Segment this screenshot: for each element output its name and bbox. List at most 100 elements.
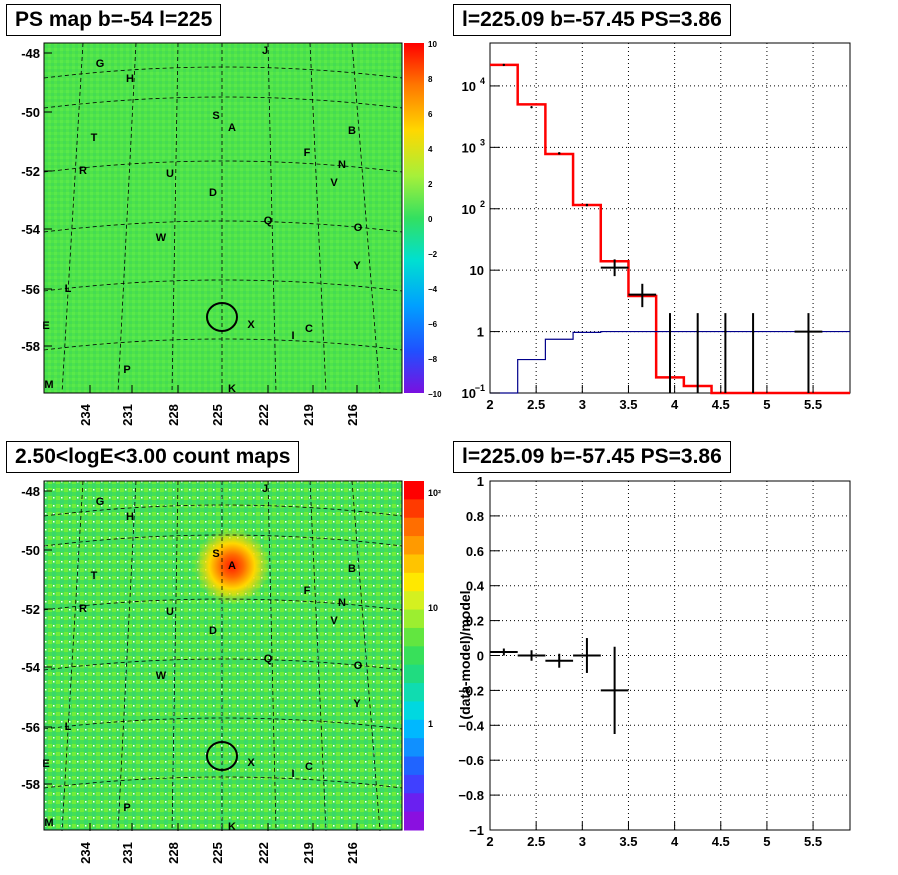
source-label: P — [123, 364, 130, 376]
source-label: I — [291, 768, 294, 780]
colorbar-band — [404, 793, 424, 813]
lat-tick-label: -48 — [21, 46, 40, 61]
residual-y-ticks: −1 −0.8 −0.6 −0.4 −0.2 0 0.2 0.4 0.6 0.8 1 — [458, 474, 500, 838]
y-tick-label: 10 — [462, 386, 476, 401]
source-circle — [206, 741, 238, 771]
source-label: E — [42, 758, 49, 770]
source-label: A — [228, 122, 236, 134]
source-label: D — [209, 187, 217, 199]
colorbar-band — [404, 738, 424, 758]
map-top-title: PS map b=-54 l=225 — [6, 4, 222, 36]
source-label: R — [79, 165, 87, 177]
lon-grid-line — [351, 42, 381, 394]
lon-grid-line — [61, 480, 84, 832]
source-label: M — [44, 379, 53, 391]
source-label: W — [156, 232, 167, 244]
map-bottom-lon-labels: 234 231 228 225 222 219 216 — [78, 823, 360, 864]
colorbar-tick-label: 10² — [428, 488, 441, 498]
y-tick-label: −0.6 — [458, 753, 484, 768]
source-label: C — [305, 761, 313, 773]
source-label: Y — [353, 260, 361, 272]
y-tick-label: 1 — [477, 325, 484, 340]
spectrum-title: l=225.09 b=-57.45 PS=3.86 — [453, 4, 731, 36]
map-bottom-hotspot — [194, 528, 270, 604]
lat-grid-line — [43, 279, 403, 292]
lat-grid-line — [43, 160, 403, 173]
source-label: N — [338, 159, 346, 171]
lat-tick-label: -48 — [21, 484, 40, 499]
x-tick-label: 2.5 — [527, 834, 545, 849]
lat-grid-line — [43, 220, 403, 233]
lon-grid-line — [117, 42, 137, 394]
source-label: L — [65, 721, 72, 733]
spectrum-marks — [490, 63, 850, 395]
source-label: V — [330, 615, 338, 627]
source-label: J — [262, 483, 268, 495]
lat-tick-label: -58 — [21, 777, 40, 792]
colorbar-band — [404, 536, 424, 555]
lon-grid-line — [171, 480, 179, 832]
source-label: K — [228, 383, 236, 395]
lon-grid-line — [117, 480, 137, 832]
source-label: R — [79, 603, 87, 615]
y-tick-label: 10 — [462, 79, 476, 94]
colorbar-band — [404, 774, 424, 794]
x-tick-label: 3.5 — [619, 834, 637, 849]
source-label: B — [348, 563, 356, 575]
lon-tick-label: 225 — [210, 842, 225, 864]
x-tick-label: 4 — [671, 834, 679, 849]
colorbar-tick-label: 2 — [428, 180, 433, 189]
data-point — [696, 330, 699, 333]
colorbar-tick-label: −10 — [428, 390, 442, 399]
colorbar-tick-label: 1 — [428, 719, 433, 729]
residual-x-ticks: 2 2.5 3 3.5 4 4.5 5 5.5 — [486, 822, 822, 849]
lat-grid-line — [43, 504, 403, 517]
model-source-step-line — [490, 330, 850, 394]
source-label: I — [291, 330, 294, 342]
colorbar-tick-label: 10 — [428, 40, 437, 49]
source-label: Y — [353, 698, 361, 710]
source-label: G — [96, 58, 105, 70]
x-tick-label: 3 — [579, 397, 586, 412]
source-label: J — [262, 45, 268, 57]
source-label: P — [123, 802, 130, 814]
x-tick-label: 3.5 — [619, 397, 637, 412]
lon-tick-label: 219 — [301, 842, 316, 864]
colorbar-tick-label: −8 — [428, 355, 438, 364]
source-label: U — [166, 168, 174, 180]
map-bottom-grid — [43, 480, 403, 832]
map-top: G H J SA B T F N R U V D Q O W Y L X CI E P M K -48 -50 -52 -54 -5… — [21, 40, 442, 426]
source-label: H — [126, 511, 134, 523]
lon-grid-line — [267, 480, 277, 832]
lat-tick-label: -50 — [21, 543, 40, 558]
source-label: U — [166, 606, 174, 618]
colorbar-band — [404, 572, 424, 592]
source-label: V — [330, 177, 338, 189]
source-label: F — [304, 147, 311, 159]
x-tick-label: 5 — [763, 397, 770, 412]
lon-tick-label: 222 — [256, 404, 271, 426]
source-label: N — [338, 597, 346, 609]
lat-tick-label: -54 — [21, 222, 41, 237]
source-label: O — [354, 222, 363, 234]
y-tick-label: 1 — [477, 474, 484, 489]
lon-grid-line — [309, 480, 327, 832]
map-bottom: G H J SA B T F N R U V D Q O W Y L X CI E P M K -48 -50 -52 -54 -5… — [21, 480, 441, 864]
colorbar-bottom-labels: 10² 10 1 — [428, 488, 441, 729]
source-label: S — [212, 548, 219, 560]
residual-plot: 2 2.5 3 3.5 4 4.5 5 5.5 −1 −0.8 −0.6 −0.4 −0.2 0 0.2 0… — [457, 474, 851, 849]
data-point — [751, 330, 755, 333]
colorbar-band — [404, 683, 424, 702]
source-label: F — [304, 585, 311, 597]
source-label: H — [126, 73, 134, 85]
x-tick-label: 4.5 — [712, 834, 730, 849]
y-tick-exponent: 2 — [480, 199, 485, 209]
lon-tick-label: 231 — [120, 842, 135, 864]
map-top-source-labels: G H J SA B T F N R U V D Q O W Y L X CI E P M K — [42, 45, 362, 395]
y-tick-label: 10 — [462, 202, 476, 217]
x-tick-label: 5.5 — [804, 397, 822, 412]
lat-grid-line — [43, 658, 403, 671]
y-tick-label: 10 — [470, 263, 484, 278]
lat-grid-line — [43, 776, 403, 789]
lon-grid-line — [351, 480, 381, 832]
